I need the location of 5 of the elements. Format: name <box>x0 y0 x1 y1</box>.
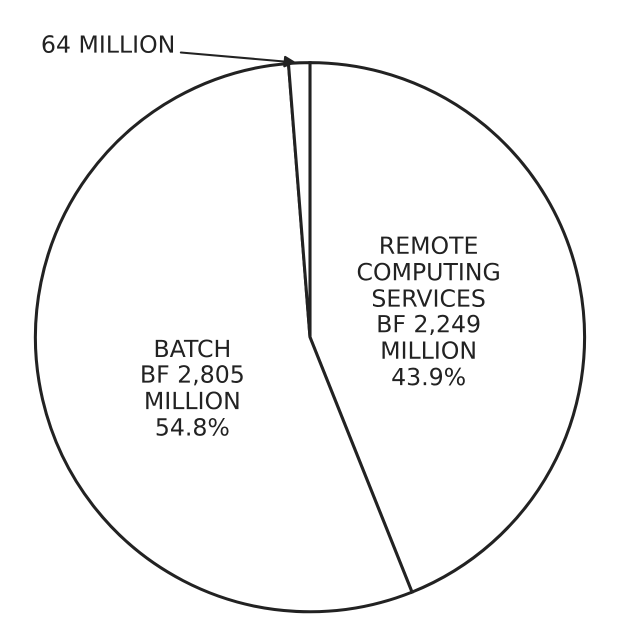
slice-label: BATCH <box>156 340 229 358</box>
slice-label: REMOTE COMPUTING SERVICES <box>358 236 499 308</box>
data-label: BF 2,805 MILLION 54.8% <box>142 365 243 436</box>
data-label: 64 MILLION <box>42 35 174 53</box>
data-label: BF 2,249 MILLION 43.9% <box>378 314 480 386</box>
